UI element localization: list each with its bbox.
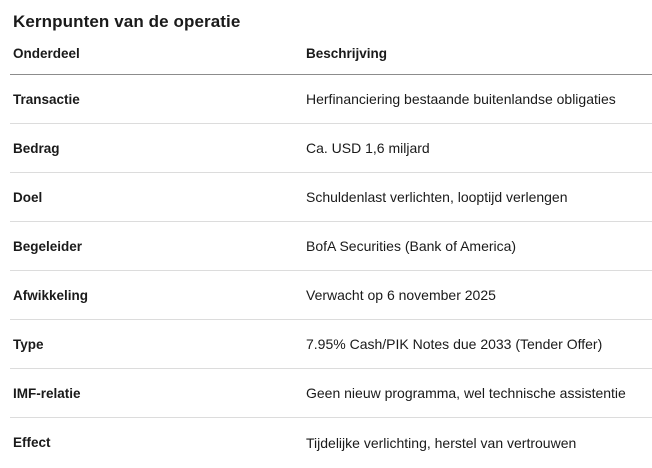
column-header-onderdeel: Onderdeel xyxy=(13,45,80,61)
table-row: Effect Tijdelijke verlichting, herstel va… xyxy=(10,418,652,467)
row-description: BofA Securities (Bank of America) xyxy=(306,238,517,254)
keypoints-table: Onderdeel Beschrijving Transactie Herfina… xyxy=(10,32,652,467)
row-label: Effect xyxy=(13,435,51,450)
row-label: Begeleider xyxy=(13,238,83,254)
row-description: Verwacht op 6 november 2025 xyxy=(306,287,496,303)
table-row: Transactie Herfinanciering bestaande buit… xyxy=(10,75,652,124)
row-label: IMF-relatie xyxy=(13,385,81,401)
row-label: Transactie xyxy=(13,91,80,107)
row-description: 7.95% Cash/PIK Notes due 2033 (Tender Of… xyxy=(306,336,603,352)
table-row: Doel Schuldenlast verlichten, looptijd ve… xyxy=(10,173,652,222)
row-description: Schuldenlast verlichten, looptijd verlen… xyxy=(306,189,568,205)
table-row: IMF-relatie Geen nieuw programma, wel tec… xyxy=(10,369,652,418)
table-row: Type 7.95% Cash/PIK Notes due 2033 (Tende… xyxy=(10,320,652,369)
column-header-beschrijving: Beschrijving xyxy=(306,45,388,61)
table-row: Afwikkeling Verwacht op 6 november 2025 xyxy=(10,271,652,320)
table-header-row: Onderdeel Beschrijving xyxy=(10,32,652,75)
row-description: Herfinanciering bestaande buitenlandse o… xyxy=(306,91,616,107)
row-label: Type xyxy=(13,336,44,352)
row-label: Bedrag xyxy=(13,140,60,156)
row-label: Doel xyxy=(13,189,43,205)
row-label: Afwikkeling xyxy=(13,287,89,303)
table-row: Begeleider BofA Securities (Bank of Ameri… xyxy=(10,222,652,271)
row-description: Ca. USD 1,6 miljard xyxy=(306,140,430,156)
page-title: Kernpunten van de operatie xyxy=(13,12,241,31)
row-description: Geen nieuw programma, wel technische ass… xyxy=(306,385,626,401)
table-row: Bedrag Ca. USD 1,6 miljard xyxy=(10,124,652,173)
table-body: Transactie Herfinanciering bestaande buit… xyxy=(10,75,652,467)
row-description: Tijdelijke verlichting, herstel van vert… xyxy=(306,434,577,451)
